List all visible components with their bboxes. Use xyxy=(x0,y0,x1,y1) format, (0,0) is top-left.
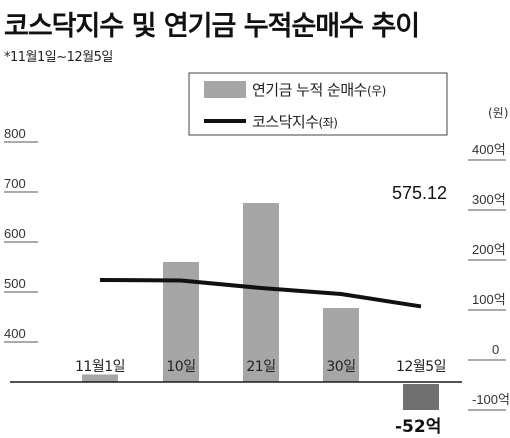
legend-line-label: 코스닥지수(좌) xyxy=(252,113,337,131)
bar xyxy=(243,203,279,382)
legend: 연기금 누적 순매수(우) 코스닥지수(좌) xyxy=(188,72,448,136)
right-axis: 400억 300억 200억 100억 0 -100억 xyxy=(468,142,510,411)
left-axis: 800 700 600 500 400 xyxy=(4,126,38,343)
category-label: 10일 xyxy=(166,359,195,375)
category-label: 30일 xyxy=(326,359,355,375)
category-labels: 11월1일 10일 21일 30일 12월5일 xyxy=(75,359,446,375)
negative-bar-label: -52억 xyxy=(395,417,441,437)
last-index-label: 575.12 xyxy=(392,183,447,203)
chart-title: 코스닥지수 및 연기금 누적순매수 추이 xyxy=(4,11,420,42)
left-tick-label: 400 xyxy=(4,326,26,341)
bar xyxy=(82,374,118,382)
right-tick-label: 0 xyxy=(492,342,499,357)
left-tick-label: 800 xyxy=(4,126,26,141)
right-tick-label: 100억 xyxy=(472,292,506,307)
category-label: 12월5일 xyxy=(396,359,446,375)
right-tick-label: 200억 xyxy=(472,242,506,257)
left-tick-label: 700 xyxy=(4,176,26,191)
left-tick-label: 500 xyxy=(4,276,26,291)
chart-subtitle: *11월1일~12월5일 xyxy=(4,50,113,65)
legend-bar-swatch xyxy=(204,81,246,98)
bar xyxy=(323,308,359,382)
right-tick-label: -100억 xyxy=(472,392,510,407)
bar-series xyxy=(82,203,439,410)
right-tick-label: 300억 xyxy=(472,192,506,207)
right-tick-label: 400억 xyxy=(472,142,506,157)
category-label: 11월1일 xyxy=(75,359,125,375)
category-label: 21일 xyxy=(246,359,275,375)
left-tick-label: 600 xyxy=(4,226,26,241)
legend-bar-label: 연기금 누적 순매수(우) xyxy=(252,81,386,99)
right-axis-unit: (원) xyxy=(488,106,508,120)
line-series xyxy=(99,278,422,309)
bar xyxy=(403,384,439,410)
